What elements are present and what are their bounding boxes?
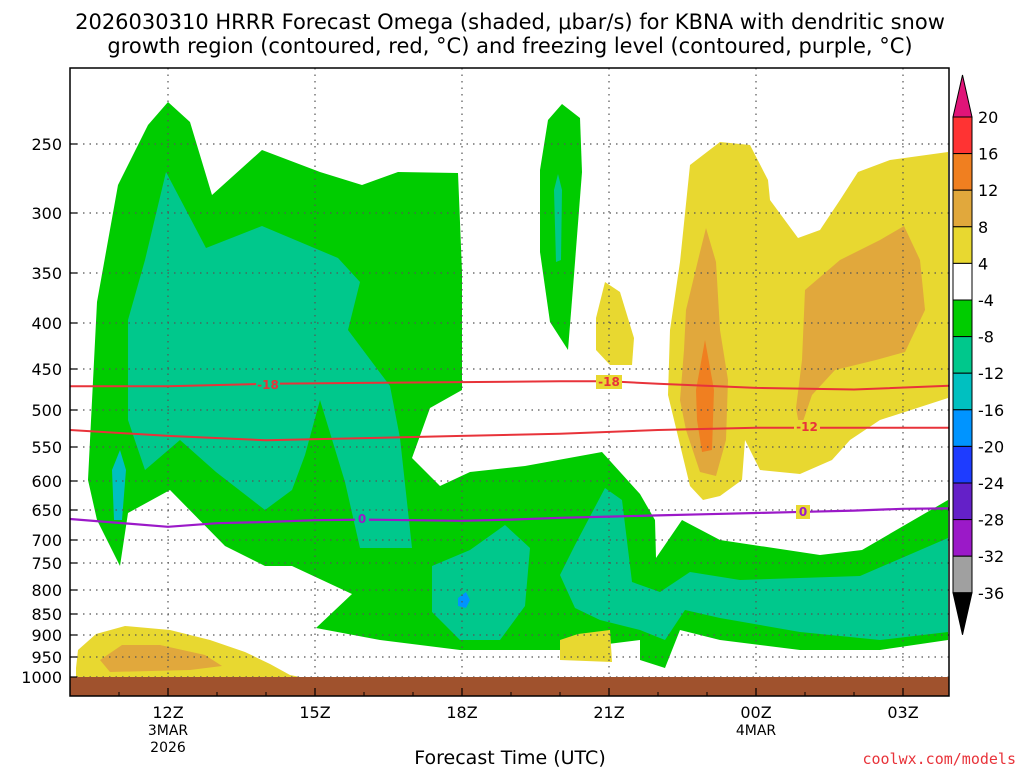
omega-region-minus8-cell — [554, 174, 562, 262]
colorbar-swatch — [952, 336, 973, 374]
freezing-level-contour — [70, 507, 949, 528]
colorbar-label: 8 — [978, 218, 988, 237]
x-tick-date-label: 4MAR — [736, 723, 777, 739]
omega-region-minus12-core-1 — [112, 450, 126, 520]
colorbar-swatch — [952, 409, 973, 447]
contour-labels: -18 -18 -12 0 0 — [256, 375, 820, 526]
colorbar-label: -16 — [978, 401, 1004, 420]
y-axis: 250 300 350 400 450 500 550 600 650 700 750 800 850 9… — [21, 135, 77, 687]
colorbar-label: 16 — [978, 145, 998, 164]
freezing-level-label: 0 — [358, 512, 366, 526]
chart-title-line-1: 2026030310 HRRR Forecast Omega (shaded, … — [75, 10, 945, 34]
x-tick-label: 21Z — [593, 703, 624, 722]
omega-region-plus12-core — [696, 340, 714, 452]
colorbar: 20 16 12 8 4 -4 -8 -12 -16 -20 -24 -28 -32 -36 — [952, 74, 1004, 635]
x-gridlines — [167, 68, 904, 696]
credit-text: coolwx.com/models — [862, 750, 1016, 768]
x-tick-date-label: 3MAR — [148, 723, 189, 739]
y-tick-label: 500 — [31, 401, 62, 420]
dgz-minus18-label: -18 — [257, 378, 279, 392]
y-tick-label: 900 — [31, 626, 62, 645]
dgz-minus18-contour — [70, 380, 949, 391]
colorbar-label: -12 — [978, 364, 1004, 383]
colorbar-swatch — [952, 519, 973, 557]
x-tick-label: 18Z — [446, 703, 477, 722]
x-tick-label: 15Z — [299, 703, 330, 722]
colorbar-label: -36 — [978, 584, 1004, 603]
colorbar-swatch — [952, 189, 973, 228]
y-tick-label: 600 — [31, 472, 62, 491]
colorbar-label: -4 — [978, 291, 994, 310]
omega-region-minus8-upper — [128, 172, 412, 548]
plot-frame — [69, 67, 950, 697]
y-tick-label: 650 — [31, 501, 62, 520]
omega-region-plus8-boundary — [100, 645, 222, 672]
x-axis-label: Forecast Time (UTC) — [414, 747, 605, 768]
omega-region-minus16-core — [458, 592, 470, 608]
dgz-minus12-label: -12 — [796, 420, 818, 434]
colorbar-swatch — [952, 153, 973, 191]
x-tick-label: 03Z — [887, 703, 918, 722]
colorbar-swatch — [952, 372, 973, 411]
colorbar-swatch — [952, 482, 973, 521]
x-tick-label: 12Z — [152, 703, 183, 722]
dgz-minus18-label: -18 — [598, 375, 620, 389]
x-tick-label: 00Z — [740, 703, 771, 722]
colorbar-swatch — [952, 299, 973, 338]
omega-region-plus4-lowcell — [560, 630, 612, 662]
colorbar-label: 12 — [978, 181, 998, 200]
chart-title-line-2: growth region (contoured, red, °C) and f… — [107, 34, 912, 58]
colorbar-top-arrow — [952, 74, 973, 118]
colorbar-label: -20 — [978, 437, 1004, 456]
omega-region-minus8-right — [560, 488, 948, 640]
y-tick-label: 700 — [31, 531, 62, 550]
colorbar-label: -24 — [978, 474, 1004, 493]
omega-region-plus8-right — [796, 226, 925, 430]
colorbar-label: 4 — [978, 254, 988, 273]
colorbar-bottom-arrow — [952, 592, 973, 635]
colorbar-label: -28 — [978, 511, 1004, 530]
y-tick-label: 550 — [31, 438, 62, 457]
y-tick-label: 350 — [31, 264, 62, 283]
colorbar-swatch — [952, 226, 973, 264]
y-tick-label: 250 — [31, 135, 62, 154]
x-tick-year-label: 2026 — [150, 740, 186, 756]
colorbar-swatch — [952, 116, 973, 155]
y-tick-label: 800 — [31, 581, 62, 600]
y-tick-label: 450 — [31, 360, 62, 379]
colorbar-swatch — [952, 262, 973, 301]
y-tick-label: 300 — [31, 204, 62, 223]
ground-surface — [70, 677, 949, 696]
colorbar-swatch — [952, 555, 973, 594]
colorbar-label: -8 — [978, 328, 994, 347]
colorbar-swatch — [952, 445, 973, 484]
y-tick-label: 750 — [31, 554, 62, 573]
omega-region-minus8-lower — [432, 525, 530, 640]
omega-region-plus4-small — [596, 282, 634, 365]
colorbar-label: 20 — [978, 108, 998, 127]
y-tick-label: 1000 — [21, 668, 62, 687]
y-tick-label: 950 — [31, 648, 62, 667]
omega-shading — [76, 102, 948, 677]
y-tick-label: 850 — [31, 605, 62, 624]
freezing-level-label: 0 — [799, 505, 807, 519]
y-tick-label: 400 — [31, 314, 62, 333]
colorbar-label: -32 — [978, 547, 1004, 566]
